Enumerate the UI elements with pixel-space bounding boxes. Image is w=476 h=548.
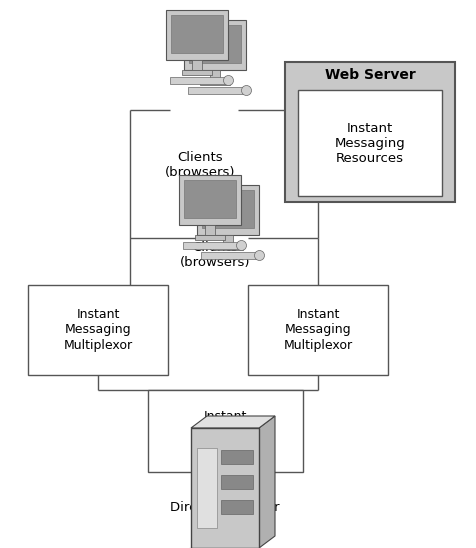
Text: Instant
Messaging
Multiplexor: Instant Messaging Multiplexor [63,309,132,351]
Bar [200,80,230,85]
Bar [195,235,225,240]
Bar [205,225,215,235]
Circle shape [237,241,247,250]
Bar [191,428,259,548]
Text: Directory Server
(LDAP): Directory Server (LDAP) [170,501,280,529]
Bar [298,90,442,196]
Bar [202,190,254,227]
Bar [210,70,220,80]
Bar [182,242,238,249]
Bar [197,448,217,528]
Bar [182,70,212,75]
Text: Instant
Messaging
Resources: Instant Messaging Resources [335,122,406,164]
Bar [189,25,241,62]
Text: Web Server: Web Server [325,68,416,82]
Bar [221,475,253,489]
Text: Clients
(browsers): Clients (browsers) [165,151,235,179]
Bar [223,235,233,245]
Bar [188,87,242,94]
Polygon shape [191,416,275,428]
Bar [148,390,303,472]
Circle shape [224,76,234,85]
Bar [166,10,228,60]
Bar [184,20,246,70]
Text: Instant
Messaging
Multiplexor: Instant Messaging Multiplexor [283,309,353,351]
Bar [179,175,241,225]
Bar [248,285,388,375]
Bar [28,285,168,375]
Bar [285,62,455,202]
Bar [169,77,225,84]
Bar [221,500,253,514]
Bar [197,185,259,235]
Bar [200,252,256,259]
Bar [171,15,223,53]
Text: Instant
Messaging
Server: Instant Messaging Server [192,409,258,453]
Bar [221,450,253,464]
Bar [213,245,243,250]
Bar [192,60,202,70]
Circle shape [255,250,265,260]
Polygon shape [259,416,275,548]
Bar [184,180,236,218]
Text: Clients
(browsers): Clients (browsers) [180,241,250,269]
Circle shape [241,85,251,95]
